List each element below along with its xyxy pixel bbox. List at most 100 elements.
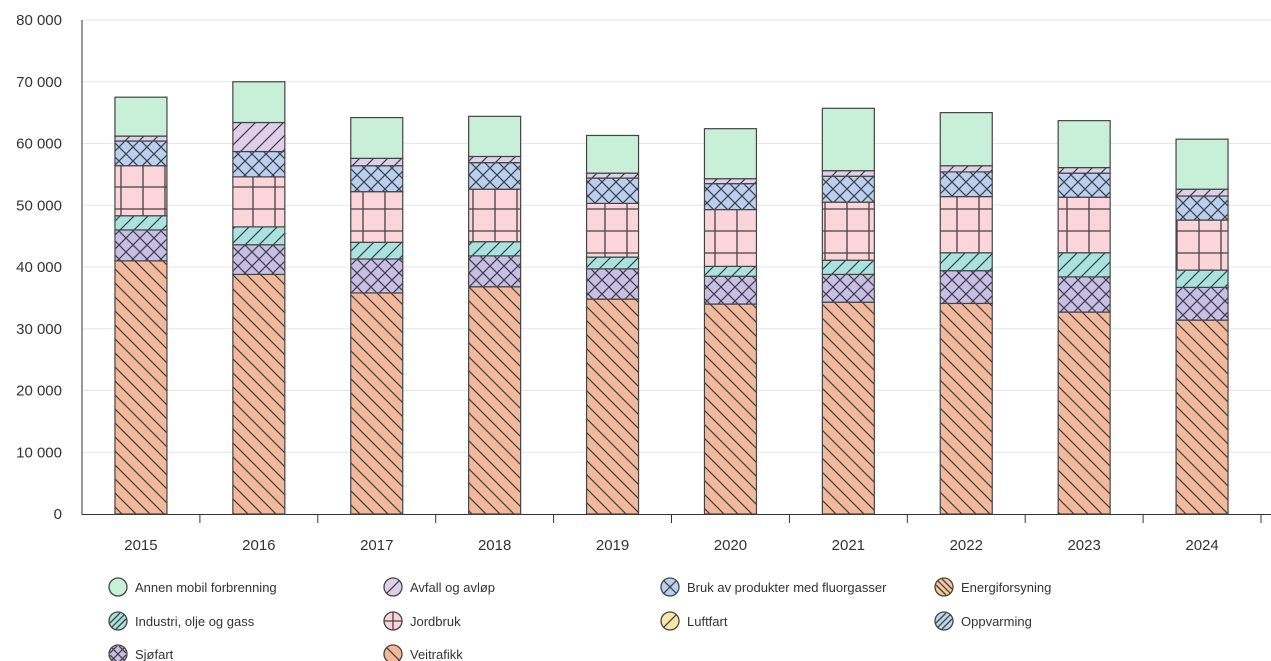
bar-segment-bruk-2019 [585, 177, 640, 204]
y-tick-label: 80 000 [16, 12, 62, 29]
bar-segment-annen-2018 [468, 115, 522, 158]
legend-label: Oppvarming [961, 614, 1032, 629]
legend-item-sjofart[interactable]: Sjøfart [108, 644, 174, 661]
bar-segment-industri-2024 [1175, 269, 1229, 288]
x-tick-label: 2019 [596, 537, 629, 554]
bar-segment-avfall-2020 [703, 178, 758, 185]
legend-item-industri[interactable]: Industri, olje og gass [108, 611, 255, 631]
diag-circle-icon [108, 611, 128, 631]
bar-segment-bruk-2016 [232, 150, 286, 178]
legend-label: Luftfart [687, 614, 728, 629]
bar-segment-annen-2017 [350, 116, 404, 159]
legend-item-energi[interactable]: Energiforsyning [934, 577, 1051, 597]
bar-segment-annen-2020 [703, 128, 758, 180]
x-tick-label: 2018 [478, 537, 511, 554]
legend-item-oppvarming[interactable]: Oppvarming [934, 611, 1032, 631]
x-tick-label: 2017 [360, 537, 393, 554]
diag-circle-icon [660, 611, 680, 631]
bar-stack-2022 [939, 112, 993, 515]
bar-stack-2016 [232, 81, 286, 515]
legend-label: Annen mobil forbrenning [135, 580, 277, 595]
legend-item-annen[interactable]: Annen mobil forbrenning [108, 577, 277, 597]
y-tick-label: 0 [54, 506, 62, 523]
bar-segment-industri-2020 [703, 265, 758, 277]
bar-segment-veitrafikk-2019 [585, 298, 640, 515]
bar-segment-veitrafikk-2023 [1057, 311, 1111, 515]
bar-segment-jordbruk-2021 [821, 201, 875, 261]
bar-stack-2018 [468, 115, 522, 515]
bar-segment-annen-2019 [585, 134, 640, 174]
bar-segment-jordbruk-2024 [1175, 219, 1229, 271]
bar-segment-avfall-2015 [114, 135, 168, 142]
bar-segment-bruk-2015 [114, 140, 168, 167]
legend-label: Bruk av produkter med fluorgasser [687, 580, 887, 595]
bar-segment-jordbruk-2023 [1057, 196, 1111, 254]
bar-segment-sjofart-2021 [821, 273, 875, 303]
bar-segment-sjofart-2024 [1175, 286, 1229, 321]
bar-segment-jordbruk-2019 [585, 202, 640, 258]
y-tick-label: 50 000 [16, 197, 62, 214]
plus-circle-icon [383, 611, 403, 631]
bar-segment-bruk-2017 [350, 165, 404, 193]
bar-segment-bruk-2022 [939, 171, 993, 198]
bar-segment-annen-2021 [821, 107, 875, 172]
bar-segment-industri-2016 [232, 226, 286, 246]
bar-segment-veitrafikk-2020 [703, 303, 758, 515]
bar-segment-bruk-2024 [1175, 195, 1229, 221]
bar-segment-jordbruk-2018 [468, 188, 522, 243]
legend-item-avfall[interactable]: Avfall og avløp [383, 577, 495, 597]
legend-label: Industri, olje og gass [135, 614, 255, 629]
bar-segment-veitrafikk-2015 [114, 260, 168, 515]
bar-stack-2015 [114, 96, 168, 515]
bar-stack-2023 [1057, 120, 1111, 515]
x-tick-label: 2015 [124, 537, 157, 554]
bar-segment-annen-2015 [114, 96, 168, 137]
legend-label: Energiforsyning [961, 580, 1051, 595]
legend-label: Sjøfart [135, 647, 174, 661]
bar-stack-2021 [821, 107, 875, 515]
bar-segment-veitrafikk-2017 [350, 292, 404, 515]
bar-segment-veitrafikk-2018 [468, 286, 522, 515]
x-tick-label: 2022 [950, 537, 983, 554]
bar-segment-bruk-2020 [703, 183, 758, 211]
bar-segment-avfall-2021 [821, 170, 875, 177]
x-tick-label: 2024 [1185, 537, 1218, 554]
bar-segment-veitrafikk-2022 [939, 302, 993, 515]
diag-circle-icon [934, 611, 954, 631]
legend-item-jordbruk[interactable]: Jordbruk [383, 611, 461, 631]
bar-segment-industri-2021 [821, 259, 875, 276]
x-tick-label: 2020 [714, 537, 747, 554]
bar-segment-avfall-2023 [1057, 166, 1111, 174]
bar-segment-avfall-2019 [585, 172, 640, 179]
legend-item-luftfart[interactable]: Luftfart [660, 611, 728, 631]
bar-segment-industri-2022 [939, 252, 993, 272]
bar-segment-sjofart-2015 [114, 229, 168, 262]
bar-segment-industri-2017 [350, 241, 404, 260]
bar-stack-2019 [585, 134, 640, 515]
diag-circle-icon [934, 577, 954, 597]
y-tick-label: 10 000 [16, 444, 62, 461]
bar-segment-veitrafikk-2016 [232, 273, 286, 515]
y-tick-label: 30 000 [16, 321, 62, 338]
legend-item-veitrafikk[interactable]: Veitrafikk [383, 644, 463, 661]
bar-segment-bruk-2021 [821, 175, 875, 203]
bar-segment-avfall-2016 [232, 121, 286, 153]
legend-item-bruk[interactable]: Bruk av produkter med fluorgasser [660, 577, 887, 597]
bar-segment-annen-2023 [1057, 120, 1111, 169]
bar-segment-jordbruk-2015 [114, 165, 168, 217]
bar-segment-industri-2015 [114, 215, 168, 231]
x-circle-icon [660, 577, 680, 597]
bar-stack-2017 [350, 116, 404, 515]
y-tick-label: 60 000 [16, 136, 62, 153]
x-tick-label: 2016 [242, 537, 275, 554]
bar-segment-annen-2022 [939, 112, 993, 167]
diag-circle-icon [383, 644, 403, 661]
bar-segment-sjofart-2020 [703, 275, 758, 305]
bar-segment-bruk-2023 [1057, 172, 1111, 198]
bar-segment-annen-2024 [1175, 138, 1229, 190]
bar-segment-jordbruk-2017 [350, 191, 404, 243]
bar-segment-jordbruk-2022 [939, 196, 993, 254]
plain-circle-icon [108, 577, 128, 597]
y-tick-label: 40 000 [16, 259, 62, 276]
